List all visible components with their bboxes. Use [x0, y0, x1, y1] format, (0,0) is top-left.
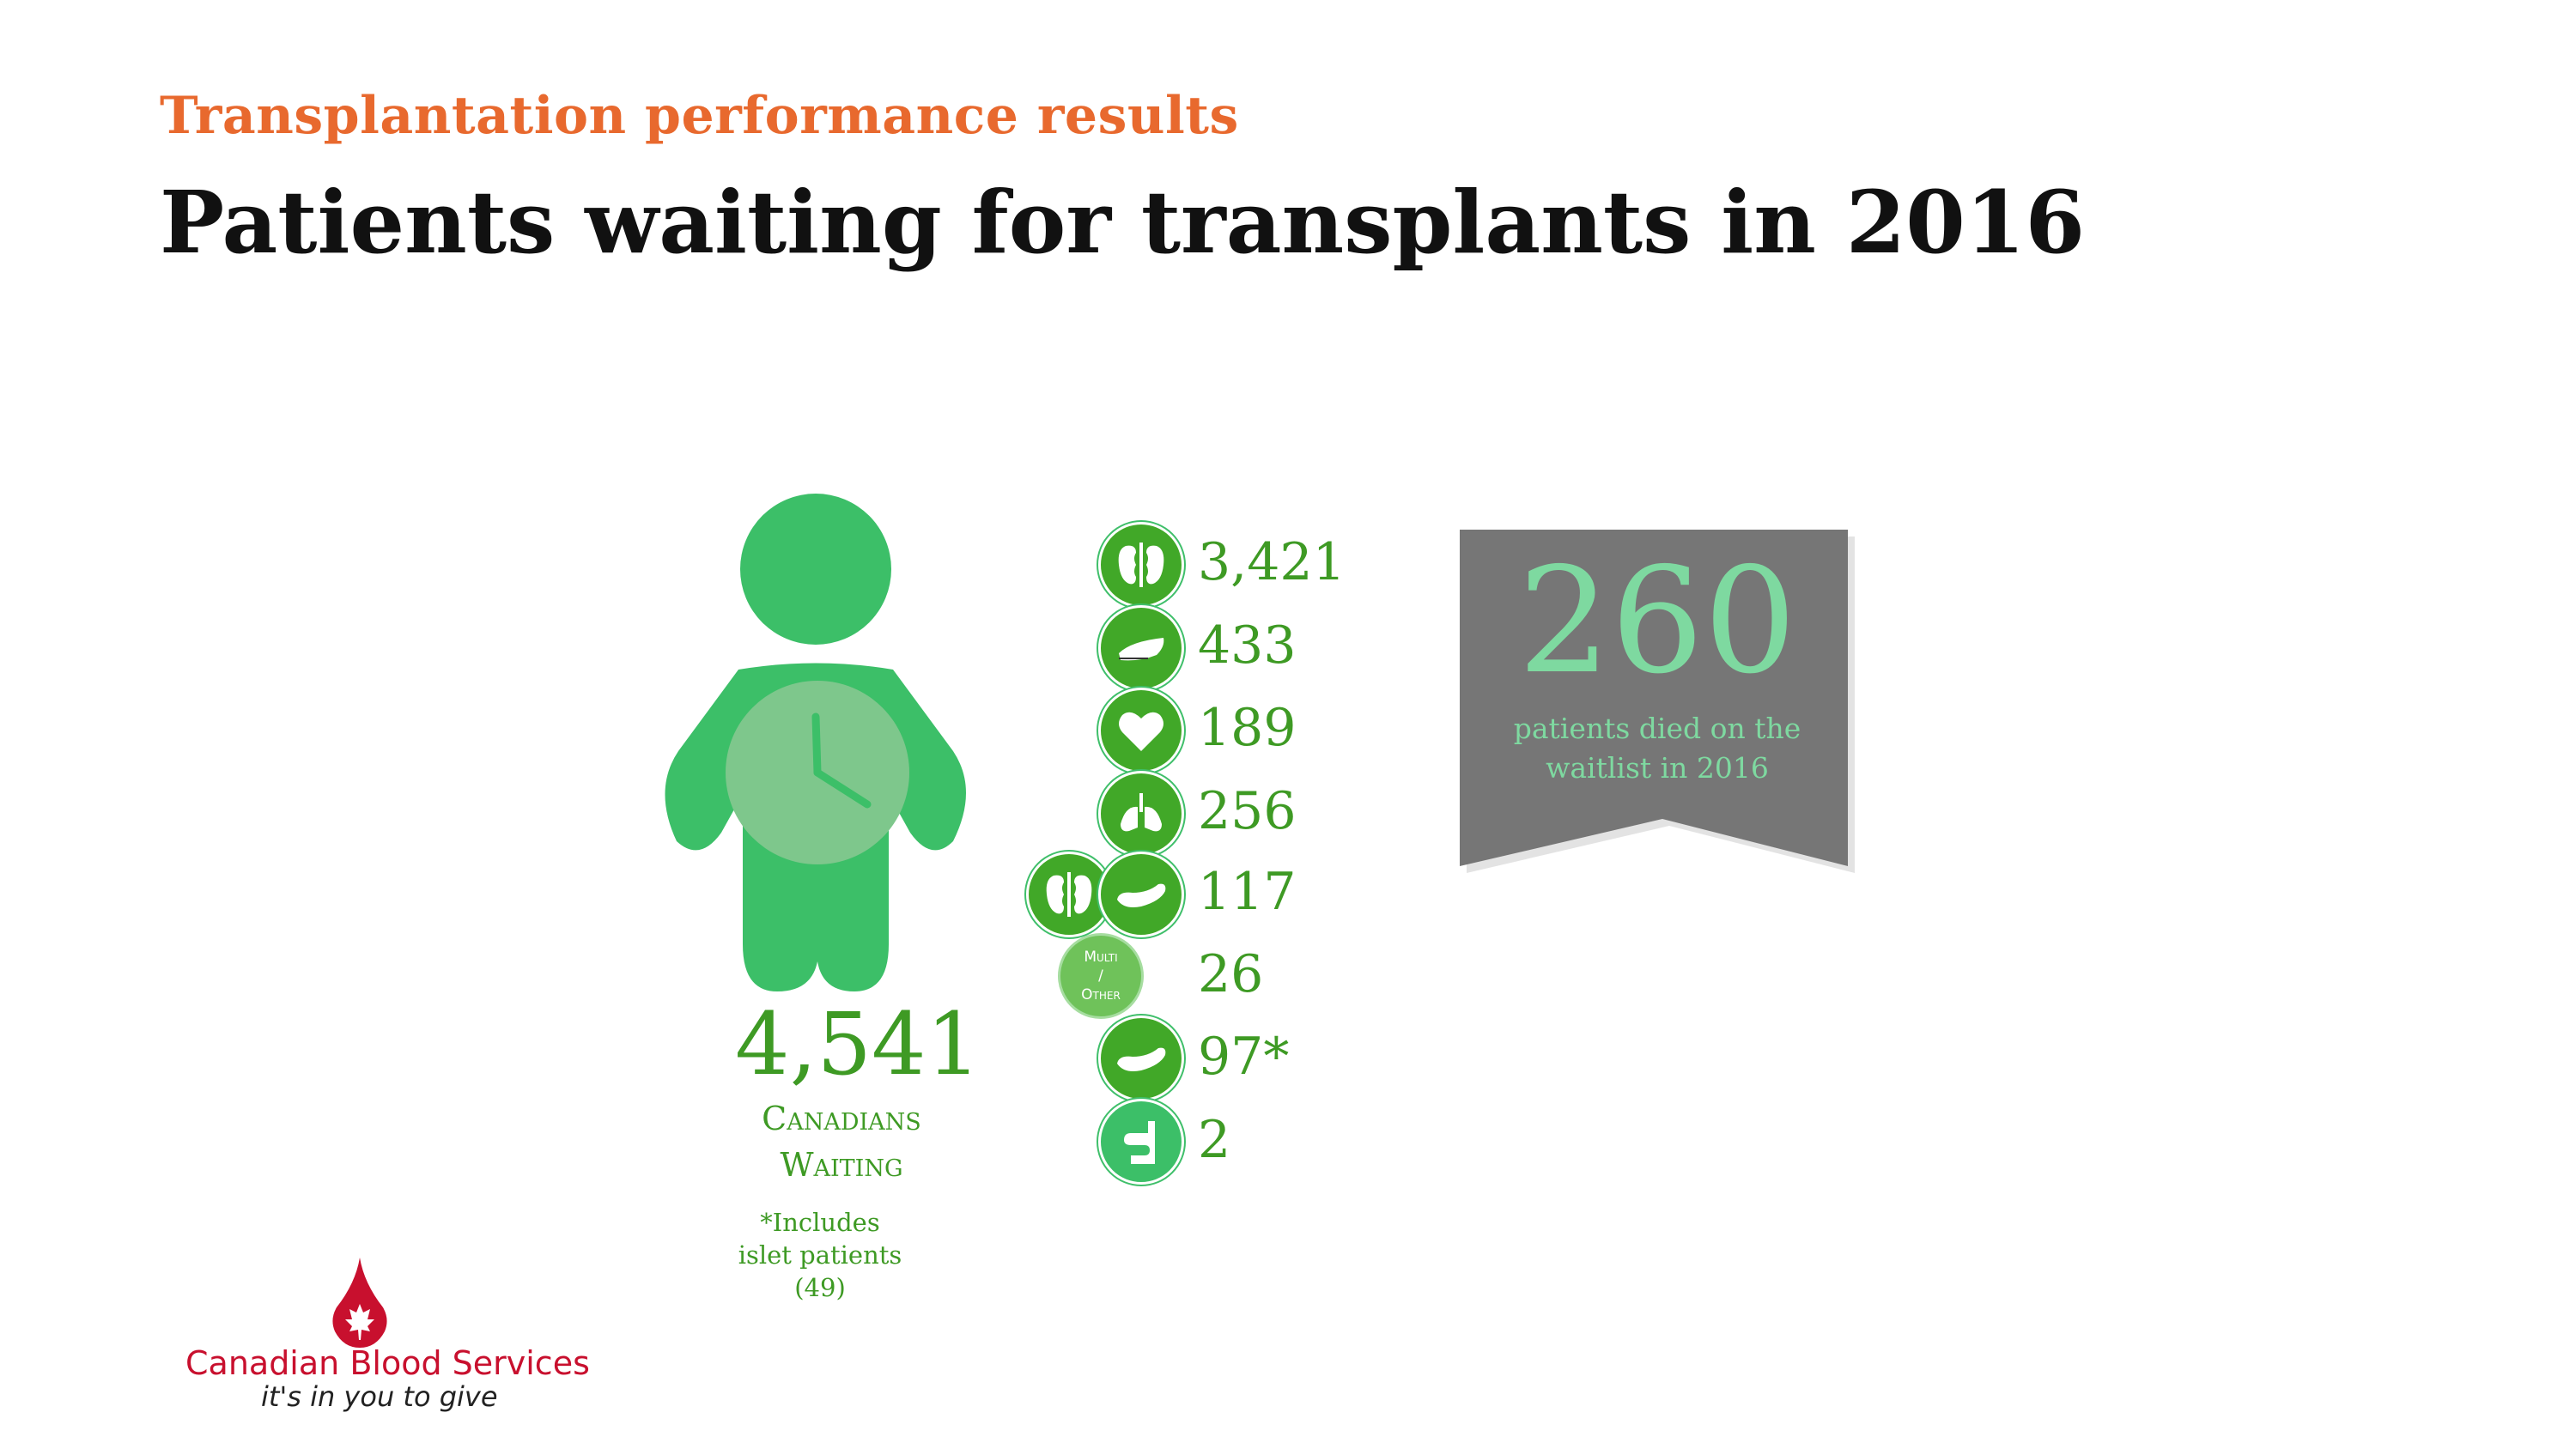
heart-icon: [1098, 688, 1184, 773]
footnote-line-1: *Includes: [760, 1208, 880, 1237]
multi-label-line-2: /: [1098, 967, 1103, 985]
intestine-value: 2: [1198, 1110, 1231, 1170]
liver-value: 433: [1198, 615, 1297, 676]
kidney-value: 3,421: [1198, 532, 1346, 592]
pancreas-icon: [1098, 1016, 1184, 1101]
pancreas-value: 97*: [1198, 1027, 1290, 1087]
pancreas-pair-icon: [1098, 852, 1184, 937]
multi-label-line-1: Multi: [1084, 949, 1118, 966]
caption-line-1: Canadians: [762, 1100, 921, 1137]
waiting-person-icon: [665, 494, 966, 991]
footnote-line-3: (49): [794, 1273, 846, 1302]
liver-icon: [1098, 605, 1184, 691]
deaths-caption-line-1: patients died on the: [1513, 712, 1801, 745]
multi-other-icon: Multi / Other: [1058, 933, 1144, 1019]
caption-line-2: Waiting: [780, 1146, 903, 1184]
islet-footnote: *Includes islet patients (49): [721, 1206, 919, 1304]
deaths-value: 260: [1517, 537, 1797, 706]
total-waiting-caption: Canadians Waiting: [704, 1095, 979, 1188]
intestine-icon: [1098, 1099, 1184, 1185]
lungs-icon: [1098, 771, 1184, 857]
footnote-line-2: islet patients: [738, 1240, 902, 1270]
section-subtitle: Transplantation performance results: [160, 86, 1239, 146]
blood-drop-maple-leaf-icon: [332, 1258, 387, 1348]
total-waiting-value: 4,541: [735, 994, 981, 1094]
page-title: Patients waiting for transplants in 2016: [160, 172, 2086, 273]
logo-name: Canadian Blood Services: [185, 1344, 590, 1382]
kidney-pancreas-value: 117: [1198, 862, 1297, 922]
kidney-pair-icon: [1026, 852, 1112, 937]
multi-other-value: 26: [1198, 944, 1264, 1004]
multi-label-line-3: Other: [1081, 986, 1121, 1003]
deaths-caption: patients died on the waitlist in 2016: [1485, 709, 1829, 788]
multi-other-label: Multi / Other: [1081, 948, 1121, 1004]
heart-value: 189: [1198, 698, 1297, 758]
lungs-value: 256: [1198, 781, 1297, 841]
kidney-icon: [1098, 522, 1184, 608]
deaths-caption-line-2: waitlist in 2016: [1546, 751, 1769, 785]
deaths-banner: [1460, 530, 1855, 873]
logo-tagline: it's in you to give: [261, 1380, 498, 1413]
